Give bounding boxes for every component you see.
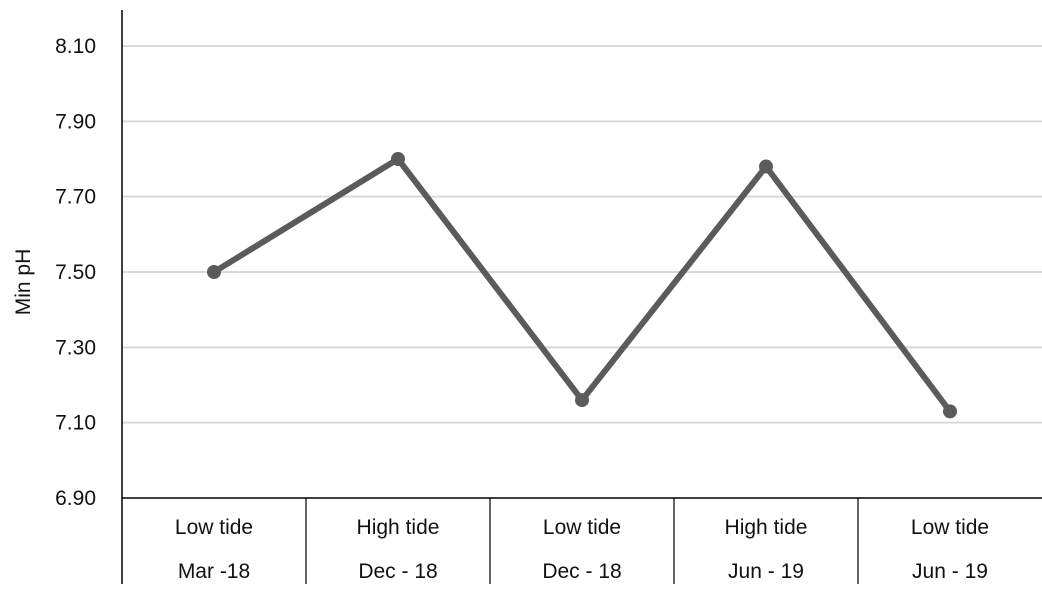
x-category-label-line1: High tide <box>725 516 808 539</box>
x-category-label-line1: Low tide <box>543 516 621 539</box>
x-category-label-line2: Dec - 18 <box>542 560 621 583</box>
x-category-label-line1: Low tide <box>911 516 989 539</box>
data-point <box>575 393 589 408</box>
axis-layer <box>121 10 1042 584</box>
y-tick-label: 7.30 <box>55 336 96 359</box>
x-category-label-line2: Dec - 18 <box>358 560 437 583</box>
data-point <box>943 404 957 419</box>
y-tick-labels: 6.90 7.10 7.30 7.50 7.70 7.90 8.10 <box>55 35 96 510</box>
y-tick-label: 7.10 <box>55 412 96 435</box>
x-category-label-line2: Mar -18 <box>178 560 250 583</box>
data-point <box>391 152 405 166</box>
x-category-labels: Low tide Mar -18 High tide Dec - 18 Low tide… <box>175 516 989 583</box>
x-category-label-line1: Low tide <box>175 516 253 539</box>
x-category-label-line1: High tide <box>357 516 440 539</box>
data-point <box>759 159 773 174</box>
series-layer <box>207 152 957 419</box>
y-tick-label: 6.90 <box>55 487 96 510</box>
grid-layer <box>122 45 1042 424</box>
x-category-label-line2: Jun - 19 <box>728 560 804 583</box>
y-axis-title: Min pH <box>12 249 35 316</box>
data-point <box>207 265 221 279</box>
y-tick-label: 8.10 <box>55 35 96 58</box>
y-tick-label: 7.90 <box>55 110 96 133</box>
x-category-label-line2: Jun - 19 <box>912 560 988 583</box>
y-tick-label: 7.50 <box>55 261 96 284</box>
y-tick-label: 7.70 <box>55 186 96 209</box>
